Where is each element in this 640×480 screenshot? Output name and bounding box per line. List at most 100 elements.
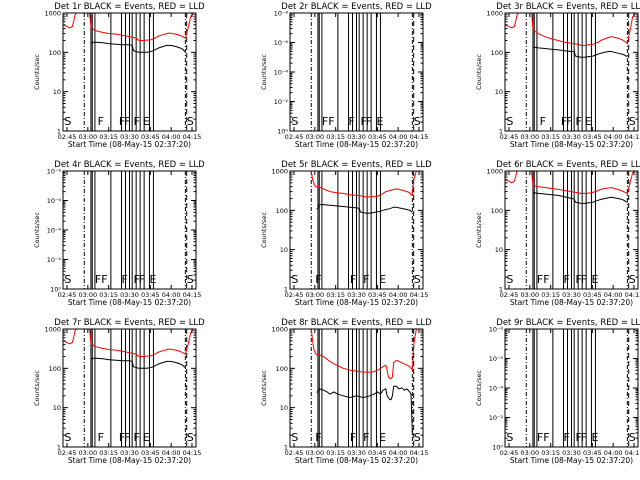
x-tick-label: 04:00 bbox=[162, 449, 181, 457]
x-axis-label: Start Time (08-May-15 02:37:20) bbox=[510, 456, 633, 465]
event-marker: S bbox=[64, 431, 71, 444]
event-marker: F bbox=[133, 431, 139, 444]
event-marker: S bbox=[414, 431, 421, 444]
y-tick-label: 10⁻² bbox=[489, 414, 504, 422]
event-marker: E bbox=[143, 431, 150, 444]
x-tick-label: 04:15 bbox=[410, 133, 429, 141]
x-axis-label: Start Time (08-May-15 02:37:20) bbox=[295, 456, 418, 465]
y-tick-label: 1000 bbox=[271, 326, 288, 334]
event-marker: F bbox=[564, 273, 570, 286]
event-marker: F bbox=[119, 431, 125, 444]
y-axis-label: Counts/sec bbox=[260, 212, 268, 248]
event-marker: S bbox=[187, 115, 194, 128]
event-marker: FF bbox=[537, 431, 550, 444]
x-tick-label: 02:45 bbox=[285, 291, 304, 299]
x-tick-label: 04:15 bbox=[625, 449, 640, 457]
y-tick-label: 100 bbox=[49, 365, 61, 373]
x-tick-label: 03:15 bbox=[326, 449, 345, 457]
event-marker: F bbox=[98, 115, 104, 128]
x-tick-label: 03:00 bbox=[78, 291, 97, 299]
x-axis-label: Start Time (08-May-15 02:37:20) bbox=[68, 140, 191, 149]
x-tick-label: 03:45 bbox=[368, 449, 387, 457]
y-axis-label: Counts/sec bbox=[33, 212, 41, 248]
x-tick-label: 04:15 bbox=[410, 449, 429, 457]
x-tick-label: 03:45 bbox=[141, 449, 160, 457]
y-tick-label: 10⁻⁴ bbox=[489, 385, 504, 393]
x-tick-label: 03:15 bbox=[99, 449, 118, 457]
event-marker: S bbox=[506, 273, 513, 286]
x-axis-label: Start Time (08-May-15 02:37:20) bbox=[295, 298, 418, 307]
y-tick-label: 10 bbox=[495, 88, 503, 96]
event-rate-line bbox=[316, 204, 413, 214]
y-tick-label: 1000 bbox=[486, 10, 503, 18]
detector-panel: Det 3r BLACK = Events, RED = LLD 1 10 100 10… bbox=[475, 2, 640, 149]
x-tick-label: 02:45 bbox=[58, 291, 77, 299]
x-tick-label: 03:45 bbox=[141, 133, 160, 141]
event-marker: S bbox=[629, 273, 636, 286]
event-marker: S bbox=[291, 431, 298, 444]
event-marker: S bbox=[414, 115, 421, 128]
event-marker: F bbox=[133, 115, 139, 128]
event-rate-line bbox=[532, 46, 628, 58]
event-rate-line bbox=[90, 41, 186, 53]
y-tick-label: 1000 bbox=[486, 168, 503, 176]
x-tick-label: 03:30 bbox=[347, 291, 366, 299]
x-tick-label: 03:00 bbox=[520, 291, 539, 299]
y-tick-label: 1 bbox=[499, 286, 503, 294]
y-tick-label: 10 bbox=[280, 246, 288, 254]
event-marker: E bbox=[143, 115, 150, 128]
x-tick-label: 04:15 bbox=[183, 449, 202, 457]
panel-title: Det 6r BLACK = Events, RED = LLD bbox=[496, 160, 640, 170]
x-tick-label: 03:15 bbox=[326, 291, 345, 299]
y-tick-label: 1000 bbox=[271, 168, 288, 176]
y-tick-label: 1 bbox=[499, 128, 503, 136]
y-tick-label: 10⁻² bbox=[47, 256, 62, 264]
detector-panel: Det 8r BLACK = Events, RED = LLD 1 10 100 10… bbox=[260, 318, 432, 465]
event-marker: FF bbox=[322, 115, 335, 128]
x-tick-label: 03:15 bbox=[541, 291, 560, 299]
event-marker: F bbox=[363, 431, 369, 444]
x-tick-label: 03:30 bbox=[120, 291, 139, 299]
x-tick-label: 04:15 bbox=[183, 291, 202, 299]
event-marker: F bbox=[561, 115, 567, 128]
event-marker: E bbox=[585, 115, 592, 128]
detector-panel: Det 2r BLACK = Events, RED = LLD 10⁰ 10⁻² 1… bbox=[260, 2, 432, 149]
panel-title: Det 4r BLACK = Events, RED = LLD bbox=[54, 160, 205, 170]
x-tick-label: 03:45 bbox=[583, 449, 602, 457]
panel-title: Det 5r BLACK = Events, RED = LLD bbox=[281, 160, 432, 170]
detector-panel: Det 5r BLACK = Events, RED = LLD 1 10 100 10… bbox=[260, 160, 432, 307]
x-tick-label: 02:45 bbox=[285, 449, 304, 457]
x-tick-label: 03:00 bbox=[520, 449, 539, 457]
x-tick-label: 03:00 bbox=[305, 449, 324, 457]
y-tick-label: 10 bbox=[280, 404, 288, 412]
y-axis-label: Counts/sec bbox=[33, 54, 41, 90]
x-tick-label: 04:00 bbox=[162, 291, 181, 299]
x-tick-label: 04:00 bbox=[604, 449, 623, 457]
event-marker: F bbox=[119, 115, 125, 128]
x-axis-label: Start Time (08-May-15 02:37:20) bbox=[510, 298, 633, 307]
event-marker: S bbox=[291, 273, 298, 286]
x-tick-label: 02:45 bbox=[500, 133, 519, 141]
y-tick-label: 10⁻⁸ bbox=[274, 10, 289, 18]
y-tick-label: 100 bbox=[491, 49, 503, 57]
y-tick-label: 1000 bbox=[44, 10, 61, 18]
x-tick-label: 03:45 bbox=[368, 291, 387, 299]
y-tick-label: 1 bbox=[284, 444, 288, 452]
panel-title: Det 1r BLACK = Events, RED = LLD bbox=[54, 2, 205, 12]
x-axis-label: Start Time (08-May-15 02:37:20) bbox=[510, 140, 633, 149]
x-tick-label: 02:45 bbox=[500, 449, 519, 457]
x-tick-label: 04:00 bbox=[162, 133, 181, 141]
detector-panel: Det 4r BLACK = Events, RED = LLD 10⁰ 10⁻² 1… bbox=[33, 160, 205, 307]
x-tick-label: 03:00 bbox=[305, 133, 324, 141]
event-marker: F bbox=[98, 431, 104, 444]
event-marker: FF bbox=[95, 273, 108, 286]
event-marker: E bbox=[376, 115, 383, 128]
x-tick-label: 03:00 bbox=[520, 133, 539, 141]
event-marker: S bbox=[629, 115, 636, 128]
event-rate-line bbox=[316, 385, 413, 436]
y-axis-label: Counts/sec bbox=[260, 370, 268, 406]
event-marker: S bbox=[187, 431, 194, 444]
y-tick-label: 1 bbox=[57, 128, 61, 136]
x-tick-label: 02:45 bbox=[58, 449, 77, 457]
